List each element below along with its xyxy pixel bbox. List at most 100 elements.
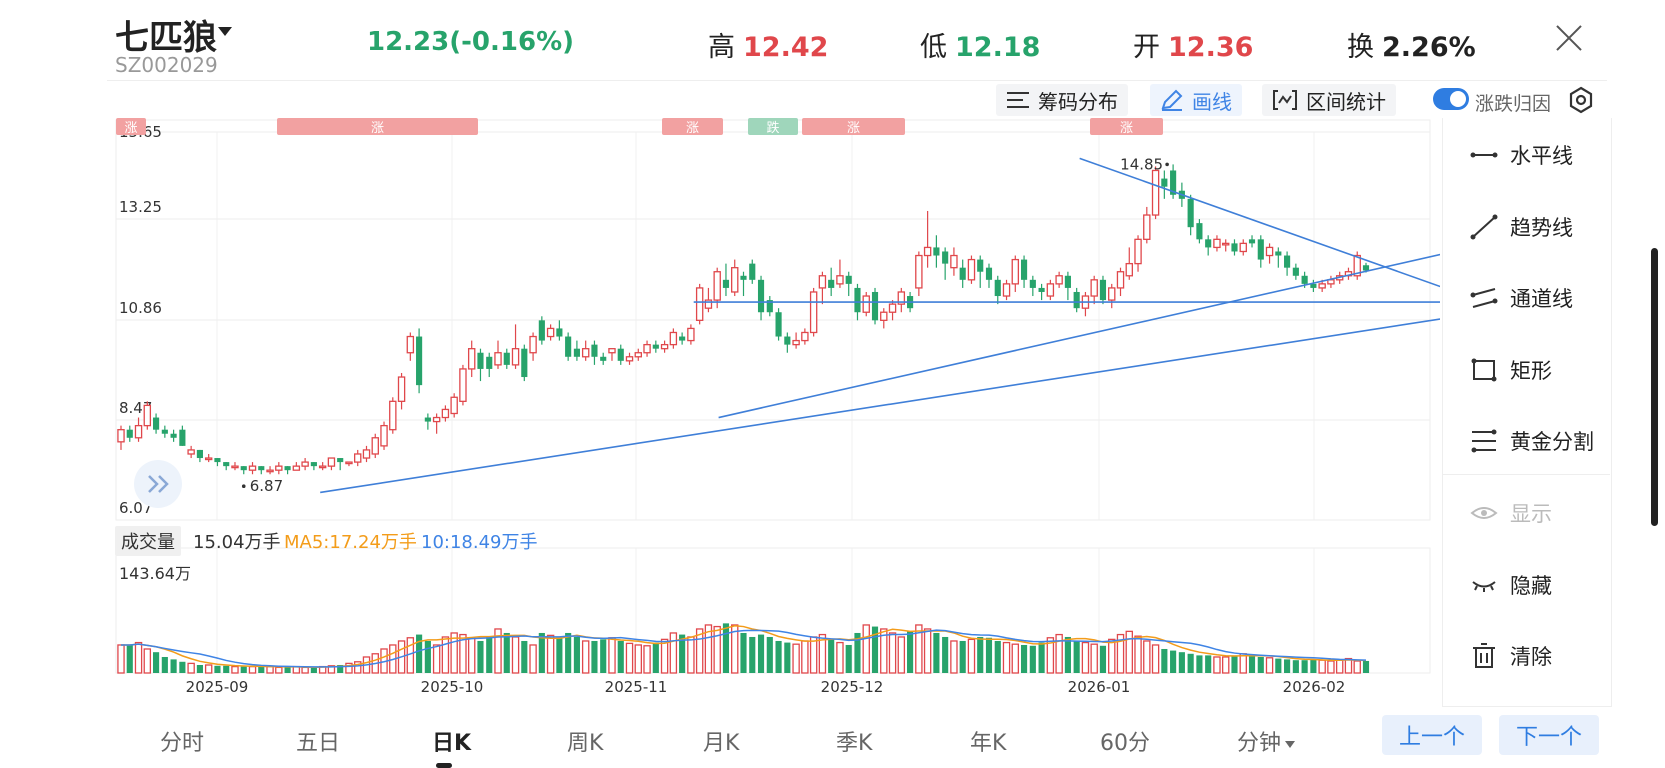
volume-bar (1221, 656, 1230, 674)
candle-body (565, 336, 572, 357)
candle-body (792, 339, 800, 346)
x-tick-label: 2026-01 (1068, 678, 1131, 696)
candle-body (731, 267, 739, 293)
volume-bar (600, 639, 607, 673)
candle-body (1362, 265, 1370, 271)
volume-bar (1265, 657, 1274, 674)
x-tick-label: 2025-12 (821, 678, 884, 696)
candle-body (327, 457, 336, 467)
candle-body (617, 348, 624, 361)
settings-gear-icon[interactable] (1567, 86, 1595, 114)
tab-quarterly-k[interactable]: 季K (836, 731, 873, 756)
volume-bar (1161, 648, 1168, 673)
cause-toggle[interactable] (1433, 88, 1469, 110)
draw-line-label: 画线 (1192, 89, 1232, 114)
volume-bar (1353, 660, 1361, 674)
stat-high-label: 高 (708, 32, 735, 63)
volume-bar (634, 644, 643, 674)
volume-bar (880, 628, 888, 674)
candle-body (1196, 223, 1203, 240)
stat-open-value: 12.36 (1168, 32, 1254, 63)
event-tag (748, 118, 798, 135)
trend-line (718, 253, 1440, 419)
volume-bar (441, 636, 450, 674)
candle-body (432, 416, 441, 423)
volume-bar (1275, 658, 1282, 673)
tool-clear-label: 清除 (1510, 645, 1552, 669)
tab-daily-k[interactable]: 日K (432, 731, 472, 756)
volume-bar (1064, 636, 1071, 673)
volume-bar (266, 665, 274, 674)
volume-bar (994, 640, 1001, 673)
stock-switch-caret-icon[interactable] (218, 27, 232, 36)
volume-bar (1301, 660, 1308, 673)
candle-body (187, 449, 195, 455)
candle-body (134, 424, 143, 439)
menu-lines-icon (1007, 92, 1029, 108)
tool-channel-line[interactable]: 通道线 (1470, 283, 1573, 313)
candle-body (126, 429, 133, 438)
y-tick-label: 13.25 (119, 198, 162, 216)
kline-chart[interactable]: 15.6513.2510.868.476.07涨涨涨跌涨涨14.856.8720… (0, 0, 1440, 700)
trend-line (1079, 157, 1440, 288)
candle-body (204, 457, 213, 461)
expand-sidebar-button[interactable] (134, 460, 182, 508)
candle-body (1213, 238, 1221, 249)
prev-stock-button[interactable]: 上一个 (1382, 715, 1482, 755)
candle-body (1046, 283, 1055, 297)
tool-rectangle[interactable]: 矩形 (1470, 355, 1552, 385)
volume-bar (591, 640, 598, 673)
candle-body (416, 336, 423, 386)
candle-body (1248, 239, 1256, 244)
tab-five-day[interactable]: 五日 (296, 731, 341, 756)
next-stock-button[interactable]: 下一个 (1499, 715, 1599, 755)
candle-body (679, 336, 686, 341)
candle-body (521, 348, 528, 378)
tool-channel-line-label: 通道线 (1510, 287, 1573, 311)
draw-line-button[interactable]: 画线 (1150, 84, 1242, 116)
active-tab-indicator (436, 763, 452, 768)
volume-bar (695, 628, 704, 674)
event-tag-label: 跌 (766, 120, 779, 136)
candle-body (494, 352, 502, 366)
candle-body (933, 247, 940, 256)
tab-intraday[interactable]: 分时 (160, 731, 205, 756)
volume-title: 成交量 (115, 526, 181, 556)
volume-bar (284, 667, 291, 673)
tool-clear[interactable]: 清除 (1470, 641, 1552, 671)
candle-body (275, 465, 283, 471)
volume-bar (1257, 656, 1264, 673)
volume-bar (581, 640, 590, 674)
volume-bar (432, 644, 441, 674)
scrollbar[interactable] (1651, 248, 1658, 526)
tool-golden-ratio[interactable]: 黄金分割 (1470, 426, 1594, 456)
volume-bar (801, 640, 809, 674)
tab-minute[interactable]: 分钟 (1237, 725, 1296, 757)
stock-code: SZ002029 (115, 53, 218, 77)
volume-bar (1187, 653, 1194, 673)
volume-bar (240, 666, 247, 673)
tab-weekly-k[interactable]: 周K (567, 731, 604, 756)
golden-ratio-icon (1471, 429, 1497, 453)
range-stats-button[interactable]: 区间统计 (1262, 84, 1396, 116)
volume-bar (625, 642, 634, 674)
chip-distribution-button[interactable]: 筹码分布 (996, 84, 1128, 116)
candle-body (915, 254, 923, 289)
volume-bar (1073, 640, 1080, 673)
volume-bar (828, 639, 835, 673)
tab-monthly-k[interactable]: 月K (703, 731, 740, 756)
tab-yearly-k[interactable]: 年K (970, 731, 1007, 756)
volume-bar (556, 637, 563, 673)
volume-pane-border (115, 547, 1431, 674)
candle-body (749, 263, 756, 280)
tool-hide[interactable]: 隐藏 (1470, 570, 1552, 600)
volume-bar (749, 636, 756, 673)
tab-60min[interactable]: 60分 (1100, 731, 1150, 756)
tool-horizontal-line[interactable]: 水平线 (1470, 140, 1573, 170)
volume-bar (1011, 643, 1020, 674)
candle-body (757, 279, 765, 313)
stock-name[interactable]: 七匹狼 (115, 18, 217, 58)
tool-trend-line[interactable]: 趋势线 (1470, 212, 1573, 242)
candle-body (196, 449, 203, 459)
close-icon[interactable] (1555, 24, 1583, 52)
